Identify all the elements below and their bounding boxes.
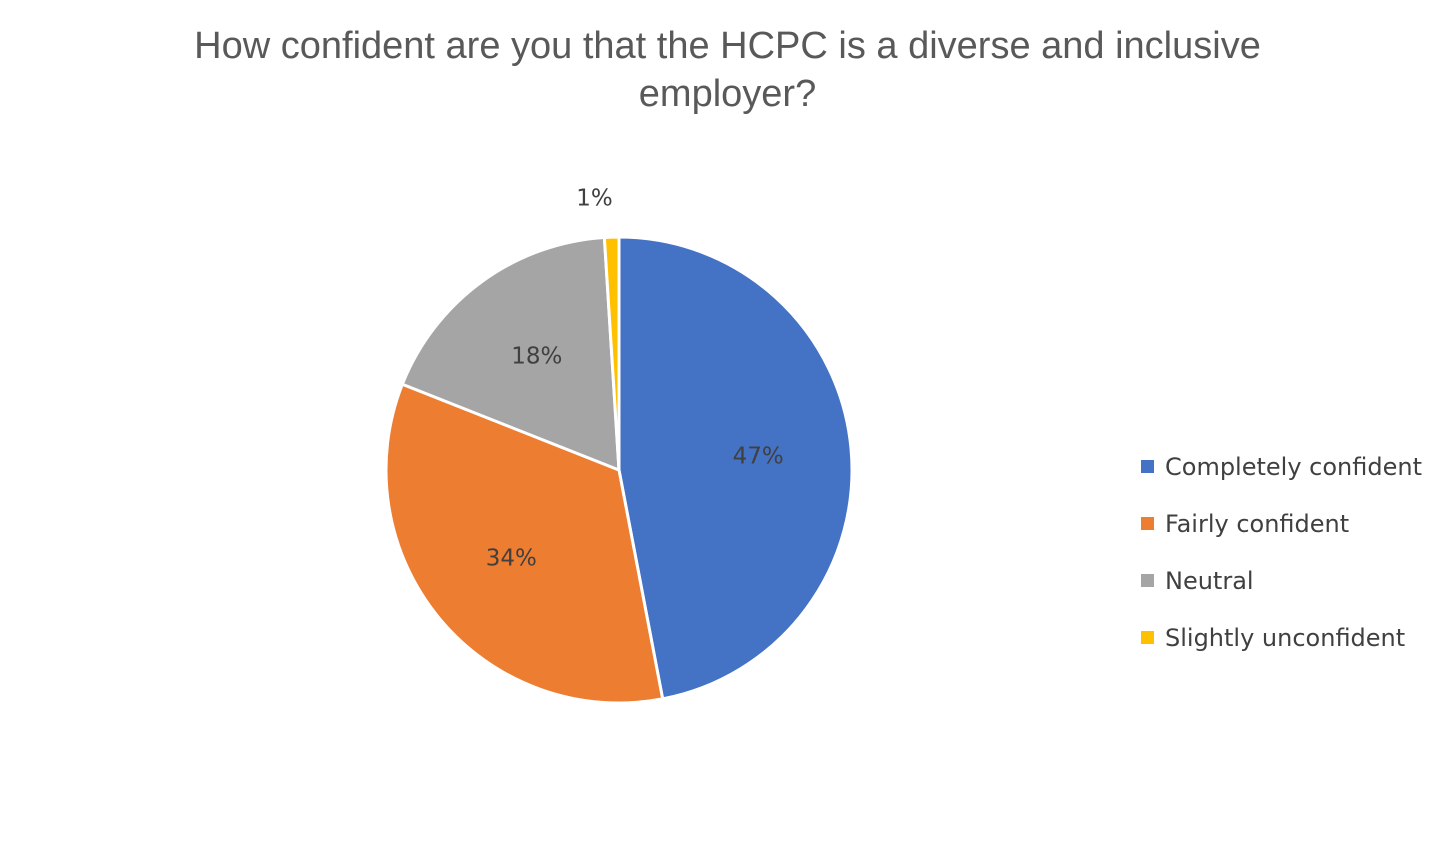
chart-legend: Completely confident Fairly confident Ne… bbox=[1141, 438, 1422, 666]
legend-swatch-fairly-confident bbox=[1141, 517, 1154, 530]
pie-slice-fairly-confident bbox=[384, 382, 665, 705]
legend-label-completely-confident: Completely confident bbox=[1165, 452, 1422, 481]
legend-swatch-completely-confident bbox=[1141, 460, 1154, 473]
data-label-fairly-confident: 34% bbox=[486, 546, 537, 572]
legend-label-slightly-unconfident: Slightly unconfident bbox=[1165, 623, 1406, 652]
pie-slice-completely-confident bbox=[617, 235, 854, 701]
legend-swatch-slightly-unconfident bbox=[1141, 631, 1154, 644]
pie-data-labels: 47% 34% 18% 1% bbox=[486, 186, 784, 572]
legend-item-fairly-confident: Fairly confident bbox=[1141, 495, 1422, 552]
pie-slices bbox=[384, 235, 854, 705]
pie-slice-neutral bbox=[400, 235, 621, 472]
chart-title-line-2: employer? bbox=[638, 73, 817, 115]
legend-item-neutral: Neutral bbox=[1141, 552, 1422, 609]
chart-title: How confident are you that the HCPC is a… bbox=[0, 22, 1455, 118]
data-label-completely-confident: 47% bbox=[733, 443, 784, 469]
data-label-neutral: 18% bbox=[511, 343, 562, 369]
legend-swatch-neutral bbox=[1141, 574, 1154, 587]
chart-title-line-1: How confident are you that the HCPC is a… bbox=[194, 25, 1261, 67]
legend-label-fairly-confident: Fairly confident bbox=[1165, 509, 1350, 538]
legend-label-neutral: Neutral bbox=[1165, 566, 1254, 595]
pie-slice-slightly-unconfident bbox=[602, 235, 621, 472]
legend-item-slightly-unconfident: Slightly unconfident bbox=[1141, 609, 1422, 666]
legend-item-completely-confident: Completely confident bbox=[1141, 438, 1422, 495]
data-label-slightly-unconfident: 1% bbox=[576, 186, 613, 212]
